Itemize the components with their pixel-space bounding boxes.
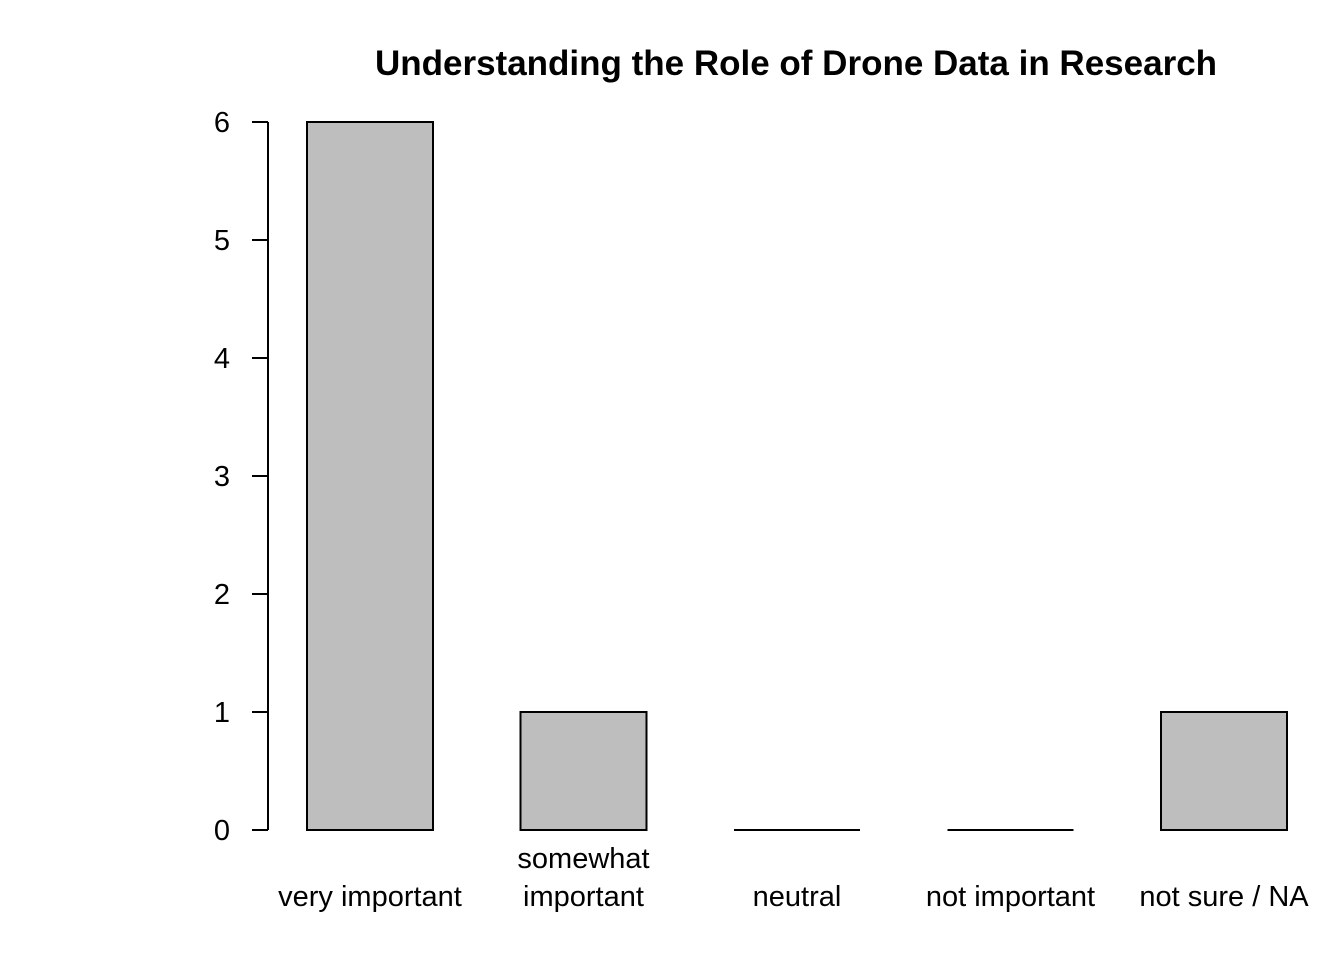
bar <box>519 711 648 831</box>
x-category-label: very important <box>278 881 462 913</box>
x-category-label: important <box>523 881 644 913</box>
y-tick-label: 2 <box>214 579 230 611</box>
y-axis: 0 1 2 3 4 5 6 <box>214 107 269 847</box>
bars <box>306 121 1288 831</box>
x-category-label: not important <box>926 881 1095 913</box>
y-tick-label: 6 <box>214 107 230 139</box>
y-tick-label: 0 <box>214 815 230 847</box>
y-tick-label: 1 <box>214 697 230 729</box>
x-axis-labels: very important somewhat important neutral no… <box>278 843 1309 913</box>
y-tick-label: 5 <box>214 225 230 257</box>
bar <box>1160 711 1288 831</box>
y-tick-label: 4 <box>214 343 230 375</box>
chart-title: Understanding the Role of Drone Data in … <box>375 44 1217 83</box>
y-tick-label: 3 <box>214 461 230 493</box>
x-category-label: neutral <box>753 881 842 913</box>
x-category-label: somewhat <box>517 843 649 875</box>
bar <box>306 121 434 831</box>
x-category-label: not sure / NA <box>1139 881 1309 913</box>
